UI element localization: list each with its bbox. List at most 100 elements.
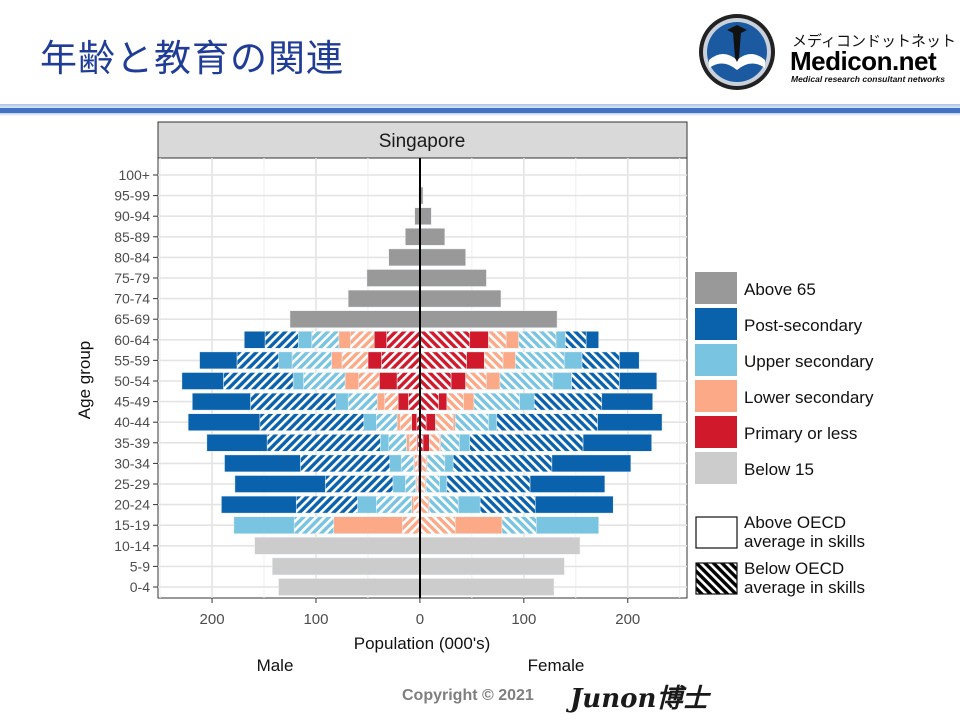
- skill-legend-label: average in skills: [744, 578, 865, 597]
- bar-male-50-54-primary-or-less-below: [396, 372, 421, 390]
- y-tick-label: 25-29: [114, 476, 150, 492]
- bar-male-75-79-above-65: [366, 269, 421, 287]
- x-tick-label: 100: [511, 611, 536, 628]
- bar-female-25-29-post-secondary-below: [446, 475, 531, 493]
- bar-female-20-24-post-secondary-above: [535, 495, 614, 514]
- bar-male-40-44-upper-secondary-below: [376, 413, 398, 431]
- y-tick-label: 90-94: [114, 208, 150, 224]
- bar-female-20-24-upper-secondary-above: [458, 495, 481, 514]
- bar-female-55-59-post-secondary-below: [581, 351, 620, 370]
- bar-male-85-89-above-65: [405, 228, 421, 246]
- bar-female-50-54-lower-secondary-above: [486, 372, 501, 390]
- legend-swatch-skills-above: [695, 516, 738, 549]
- bar-male-5-9-below-15: [272, 557, 421, 576]
- y-tick-label: 50-54: [114, 373, 150, 389]
- y-tick-label: 0-4: [130, 579, 150, 595]
- bar-male-55-59-post-secondary-below: [236, 351, 279, 370]
- y-tick-label: 60-64: [114, 332, 150, 348]
- bar-male-65-69-above-65: [289, 310, 421, 328]
- skill-legend-label: average in skills: [744, 532, 865, 551]
- bar-male-55-59-lower-secondary-below: [341, 351, 369, 370]
- slide-title: 年齢と教育の関連: [40, 37, 344, 80]
- bar-female-55-59-lower-secondary-below: [484, 351, 504, 370]
- y-tick-label: 30-34: [114, 455, 150, 471]
- legend-label: Above 65: [744, 280, 816, 299]
- bar-female-5-9-below-15: [419, 557, 565, 576]
- male-label: Male: [257, 656, 294, 675]
- bar-female-60-64-primary-or-less-below: [419, 331, 471, 349]
- x-tick-label: 100: [303, 611, 328, 628]
- bar-male-50-54-primary-or-less-above: [379, 372, 398, 390]
- bar-male-15-19-upper-secondary-above: [233, 516, 295, 534]
- bar-male-45-49-primary-or-less-above: [397, 392, 409, 411]
- bar-male-60-64-upper-secondary-below: [311, 331, 340, 349]
- bar-female-85-89-above-65: [419, 228, 446, 246]
- bar-male-15-19-lower-secondary-above: [333, 516, 403, 534]
- bar-male-60-64-primary-or-less-below: [386, 331, 421, 349]
- bar-male-45-49-upper-secondary-below: [347, 392, 378, 411]
- legend-label: Lower secondary: [744, 388, 874, 407]
- bar-female-55-59-primary-or-less-above: [466, 351, 485, 370]
- bar-female-40-44-upper-secondary-above: [488, 413, 498, 431]
- bar-male-20-24-lower-secondary-above: [411, 495, 414, 514]
- bar-male-45-49-primary-or-less-below: [408, 392, 421, 411]
- legend-swatch-skills-below: [695, 562, 738, 595]
- y-tick-label: 70-74: [114, 291, 150, 307]
- signature-logo: Junon博士: [570, 684, 709, 714]
- legend-label: Upper secondary: [744, 352, 874, 371]
- x-axis-label: Population (000's): [354, 634, 491, 653]
- bar-male-30-34-post-secondary-below: [300, 454, 391, 473]
- legend-swatch-post-secondary: [695, 308, 737, 340]
- medicon-logo-emblem: [699, 14, 775, 90]
- bar-male-55-59-upper-secondary-below: [291, 351, 332, 370]
- y-tick-label: 20-24: [114, 497, 150, 513]
- bar-male-55-59-primary-or-less-above: [367, 351, 382, 370]
- bar-female-50-54-lower-secondary-below: [465, 372, 487, 390]
- bar-female-35-39-lower-secondary-below: [429, 434, 440, 452]
- y-tick-label: 75-79: [114, 270, 150, 286]
- bar-female-55-59-post-secondary-above: [619, 351, 640, 370]
- skill-legend-label: Below OECD: [744, 559, 844, 578]
- bar-male-25-29-upper-secondary-below: [405, 475, 416, 493]
- bar-female-75-79-above-65: [419, 269, 487, 287]
- bar-female-30-34-post-secondary-above: [551, 454, 632, 473]
- bar-male-20-24-upper-secondary-below: [376, 495, 412, 514]
- bar-male-30-34-upper-secondary-above: [389, 454, 402, 473]
- bar-male-70-74-above-65: [347, 289, 421, 308]
- bar-female-55-59-primary-or-less-below: [419, 351, 467, 370]
- header-rule: [0, 104, 960, 108]
- bar-female-15-19-upper-secondary-below: [501, 516, 537, 534]
- bar-female-45-49-upper-secondary-below: [473, 392, 520, 411]
- y-tick-label: 45-49: [114, 394, 150, 410]
- bar-female-10-14-below-15: [419, 537, 581, 555]
- bar-female-40-44-upper-secondary-below: [454, 413, 489, 431]
- bar-female-35-39-upper-secondary-above: [459, 434, 471, 452]
- bar-female-15-19-upper-secondary-above: [536, 516, 599, 534]
- female-label: Female: [528, 656, 585, 675]
- y-tick-label: 85-89: [114, 229, 150, 245]
- bar-male-50-54-lower-secondary-below: [358, 372, 380, 390]
- bar-male-30-34-upper-secondary-below: [400, 454, 414, 473]
- bar-female-40-44-lower-secondary-below: [435, 413, 454, 431]
- legend-swatch-lower-secondary: [695, 380, 737, 412]
- bar-male-40-44-post-secondary-below: [259, 413, 365, 431]
- bar-male-30-34-lower-secondary-below: [414, 454, 419, 473]
- bar-male-60-64-upper-secondary-above: [298, 331, 313, 349]
- bar-female-45-49-post-secondary-below: [533, 392, 603, 411]
- bar-female-60-64-primary-or-less-above: [469, 331, 489, 349]
- bar-female-35-39-post-secondary-above: [582, 434, 652, 452]
- x-tick-label: 0: [416, 611, 424, 628]
- bar-male-60-64-primary-or-less-above: [373, 331, 387, 349]
- bar-female-30-34-upper-secondary-below: [426, 454, 446, 473]
- bar-male-25-29-post-secondary-above: [234, 475, 326, 493]
- bar-female-25-29-post-secondary-above: [529, 475, 606, 493]
- bar-male-60-64-post-secondary-above: [244, 331, 266, 349]
- bar-male-55-59-primary-or-less-below: [381, 351, 421, 370]
- bar-male-0-4-below-15: [278, 578, 421, 596]
- bar-female-25-29-upper-secondary-below: [425, 475, 440, 493]
- bar-female-0-4-below-15: [419, 578, 555, 596]
- skill-legend-label: Above OECD: [744, 513, 846, 532]
- y-tick-label: 5-9: [130, 558, 150, 574]
- bar-female-50-54-post-secondary-below: [571, 372, 620, 390]
- bar-male-45-49-post-secondary-above: [192, 392, 251, 411]
